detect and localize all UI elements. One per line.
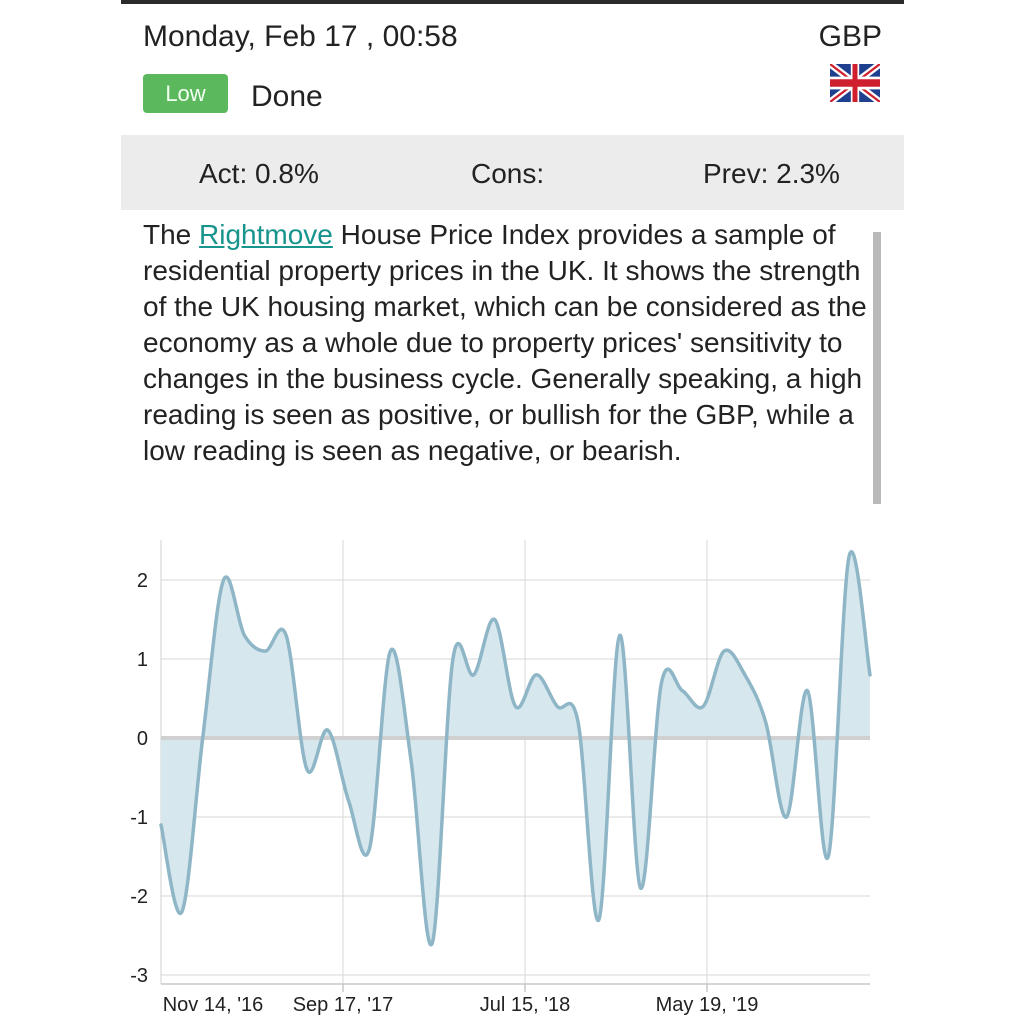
event-datetime: Monday, Feb 17 , 00:58 [143, 20, 458, 53]
event-status: Done [251, 80, 323, 113]
x-tick-label: Sep 17, '17 [293, 994, 394, 1016]
y-tick-label: -3 [130, 965, 148, 987]
y-tick-label: 0 [137, 728, 148, 750]
y-tick-label: 2 [137, 570, 148, 592]
history-chart: -3 -2 -1 0 1 2 Nov 14, '16 Sep 17, '17 Jul 15, '… [130, 540, 872, 1016]
actual-value: Act: 0.8% [199, 158, 319, 189]
description-body: House Price Index provides a sample of r… [143, 219, 867, 466]
event-description: The Rightmove House Price Index provides… [143, 217, 883, 469]
description-prefix: The [143, 219, 200, 250]
x-tick-label: May 19, '19 [656, 994, 759, 1016]
uk-flag-icon [830, 64, 880, 102]
consensus-value: Cons: [471, 158, 545, 189]
top-divider [121, 0, 904, 4]
series-area [161, 551, 870, 945]
impact-badge: Low [143, 74, 228, 113]
x-tick-label: Nov 14, '16 [163, 994, 264, 1016]
x-tick-label: Jul 15, '18 [480, 994, 571, 1016]
y-tick-label: 1 [137, 649, 148, 671]
stats-bar: Act: 0.8% Cons: Prev: 2.3% [121, 135, 904, 210]
description-scrollbar[interactable] [873, 232, 881, 504]
y-tick-label: -2 [130, 886, 148, 908]
currency-label: GBP [818, 20, 882, 53]
rightmove-link[interactable]: Rightmove [199, 219, 333, 250]
series-line [159, 550, 872, 947]
previous-value: Prev: 2.3% [703, 158, 840, 189]
y-tick-label: -1 [130, 807, 148, 829]
